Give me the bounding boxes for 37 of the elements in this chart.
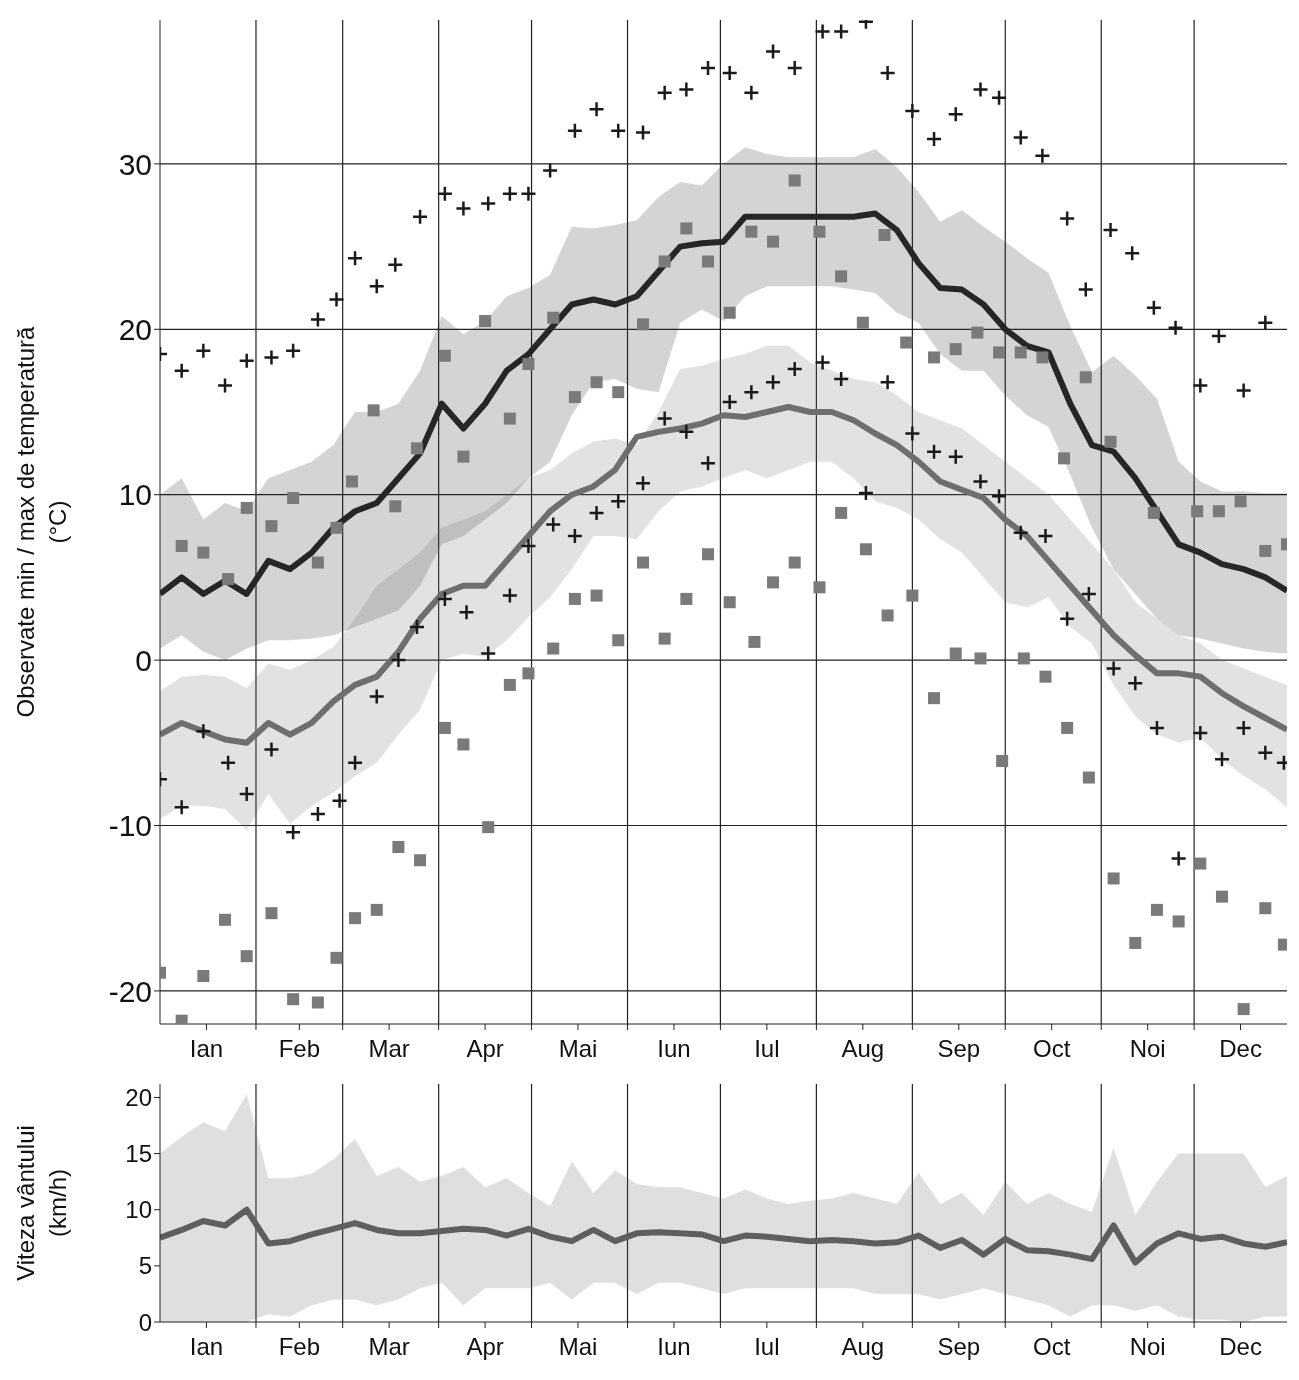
x-tick-label: Ian xyxy=(189,1333,224,1361)
x-tick-label: Apr xyxy=(466,1035,504,1063)
x-tick-label: Mar xyxy=(368,1035,410,1063)
x-tick-label: Noi xyxy=(1129,1035,1166,1063)
x-tick-label: Iun xyxy=(657,1035,691,1063)
x-tick-label: Noi xyxy=(1129,1333,1166,1361)
x-tick-label: Aug xyxy=(841,1333,885,1361)
y-tick-label: -10 xyxy=(108,809,152,843)
x-tick-label: Iul xyxy=(754,1035,780,1063)
x-tick-label: Apr xyxy=(466,1333,504,1361)
x-tick-label: Ian xyxy=(189,1035,224,1063)
x-tick-label: Mai xyxy=(558,1035,598,1063)
x-tick-label: Dec xyxy=(1219,1035,1262,1063)
x-tick-label: Iun xyxy=(657,1333,691,1361)
y-axis-title: Viteza vântului (km/h) xyxy=(12,1125,71,1281)
x-tick-label: Oct xyxy=(1033,1035,1071,1063)
x-tick-label: Mar xyxy=(368,1333,410,1361)
y-tick-label: 0 xyxy=(135,643,152,677)
x-tick-label: Sep xyxy=(937,1035,981,1063)
y-tick-label: 30 xyxy=(118,147,152,181)
y-axis-title: Observate min / max de temperatură (°C) xyxy=(12,325,71,718)
x-tick-label: Feb xyxy=(278,1035,321,1063)
x-tick-label: Oct xyxy=(1033,1333,1071,1361)
y-tick-label: 5 xyxy=(138,1252,152,1280)
x-tick-label: Iul xyxy=(754,1333,780,1361)
y-tick-label: 10 xyxy=(125,1196,152,1224)
y-tick-label: -20 xyxy=(108,974,152,1008)
x-tick-label: Feb xyxy=(278,1333,321,1361)
x-tick-label: Dec xyxy=(1219,1333,1262,1361)
y-tick-label: 15 xyxy=(125,1140,152,1168)
x-tick-label: Sep xyxy=(937,1333,981,1361)
x-tick-label: Aug xyxy=(841,1035,885,1063)
y-tick-label: 10 xyxy=(118,478,152,512)
y-tick-label: 0 xyxy=(138,1308,152,1336)
y-tick-label: 20 xyxy=(118,312,152,346)
x-tick-label: Mai xyxy=(558,1333,598,1361)
y-tick-label: 20 xyxy=(125,1083,152,1111)
